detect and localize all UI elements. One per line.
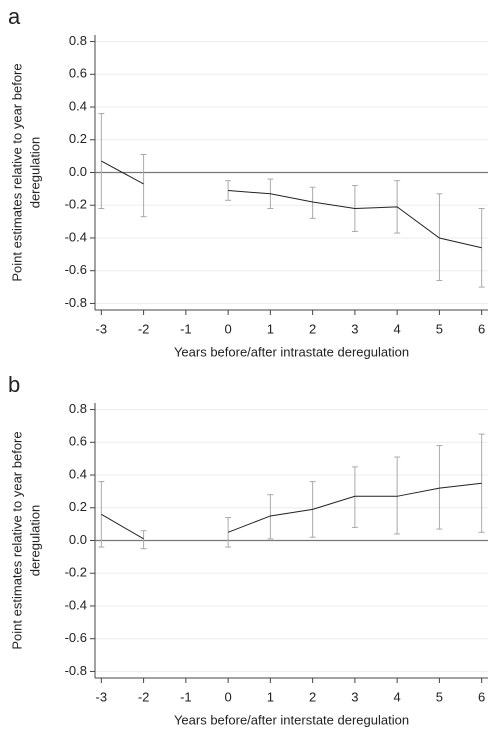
y-tick-label: -0.8: [65, 295, 87, 310]
y-tick-label: 0.8: [69, 401, 87, 416]
y-tick-label: 0.2: [69, 499, 87, 514]
x-tick-label: -1: [180, 321, 192, 336]
x-tick-label: -2: [138, 321, 150, 336]
x-tick-label: -2: [138, 689, 150, 704]
x-tick-label: 2: [309, 321, 316, 336]
y-tick-label: 0.4: [69, 466, 87, 481]
x-tick-label: 1: [267, 321, 274, 336]
x-tick-label: 0: [224, 689, 231, 704]
x-tick-label: 0: [224, 321, 231, 336]
y-tick-label: -0.6: [65, 262, 87, 277]
y-tick-label: 0.6: [69, 434, 87, 449]
y-tick-label: -0.8: [65, 663, 87, 678]
x-tick-label: 6: [478, 321, 485, 336]
error-bar: [394, 456, 401, 535]
line: [101, 482, 482, 540]
y-tick-label: -0.4: [65, 229, 87, 244]
x-tick-label: -3: [96, 689, 108, 704]
x-tick-label: 4: [394, 689, 401, 704]
error-bar: [351, 466, 358, 528]
panel-label: a: [8, 4, 21, 29]
x-tick-label: 5: [436, 321, 443, 336]
x-tick-label: 3: [351, 321, 358, 336]
x-tick-label: 2: [309, 689, 316, 704]
x-tick-label: -3: [96, 321, 108, 336]
x-tick-label: 1: [267, 689, 274, 704]
y-tick-label: -0.6: [65, 630, 87, 645]
y-axis-label: Point estimates relative to year before: [9, 431, 24, 649]
y-axis-label: deregulation: [27, 137, 42, 209]
error-bar: [436, 193, 443, 282]
x-tick-label: 3: [351, 689, 358, 704]
error-bar: [309, 186, 316, 219]
y-tick-label: 0.0: [69, 164, 87, 179]
y-tick-label: -0.2: [65, 197, 87, 212]
x-axis-label: Years before/after interstate deregulati…: [174, 712, 409, 727]
x-tick-label: -1: [180, 689, 192, 704]
y-axis-label: deregulation: [27, 505, 42, 577]
y-tick-label: 0.8: [69, 33, 87, 48]
x-tick-label: 6: [478, 689, 485, 704]
y-tick-label: 0.2: [69, 131, 87, 146]
y-tick-label: 0.6: [69, 66, 87, 81]
error-bar: [267, 494, 274, 540]
x-axis-label: Years before/after intrastate deregulati…: [174, 344, 409, 359]
line: [101, 160, 482, 249]
panel-label: b: [8, 372, 20, 397]
error-bar: [140, 153, 147, 218]
error-bar: [436, 445, 443, 530]
y-tick-label: -0.2: [65, 565, 87, 580]
error-bar: [98, 113, 105, 210]
x-tick-label: 4: [394, 321, 401, 336]
error-bar: [140, 530, 147, 550]
y-tick-label: 0.4: [69, 98, 87, 113]
x-tick-label: 5: [436, 689, 443, 704]
y-tick-label: -0.4: [65, 597, 87, 612]
y-axis-label: Point estimates relative to year before: [9, 63, 24, 281]
y-tick-label: 0.0: [69, 532, 87, 547]
